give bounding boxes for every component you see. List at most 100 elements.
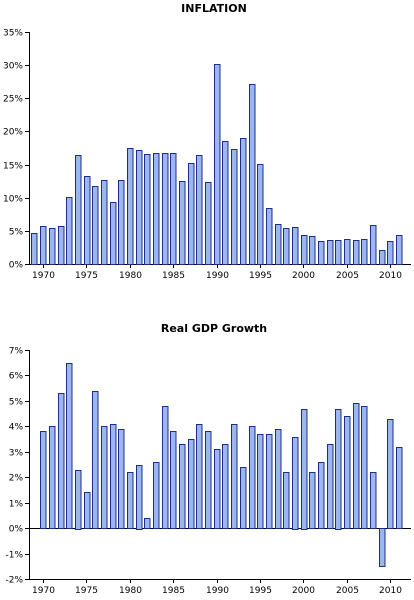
bar-1975 bbox=[84, 176, 91, 265]
bar-2008 bbox=[370, 225, 377, 265]
bar-1984 bbox=[162, 406, 169, 529]
y-tick-label: 10% bbox=[3, 195, 23, 205]
bar-1993 bbox=[240, 467, 247, 529]
bar-1986 bbox=[179, 444, 186, 529]
y-tick-label: 3% bbox=[9, 449, 24, 459]
x-tick-label: 1970 bbox=[32, 271, 55, 281]
bar-2010 bbox=[387, 241, 394, 265]
bar-1971 bbox=[49, 426, 56, 529]
bar-1992 bbox=[231, 149, 238, 265]
x-tick-label: 2000 bbox=[292, 271, 315, 281]
bar-1988 bbox=[196, 155, 203, 265]
bar-2004 bbox=[335, 240, 342, 265]
bar-2011 bbox=[396, 235, 403, 265]
bar-2001 bbox=[309, 236, 316, 265]
bar-1972 bbox=[58, 226, 65, 265]
bar-1992 bbox=[231, 424, 238, 529]
bar-2002 bbox=[318, 241, 325, 265]
bar-1994 bbox=[249, 84, 256, 265]
bar-1970 bbox=[40, 226, 47, 265]
bar-2000 bbox=[301, 235, 308, 265]
y-tick-label: 4% bbox=[9, 423, 24, 433]
bar-1977 bbox=[101, 426, 108, 529]
bar-1997 bbox=[275, 429, 282, 529]
x-tick-label: 1970 bbox=[32, 586, 55, 596]
y-tick-label: -2% bbox=[5, 576, 23, 586]
inflation-chart: INFLATION 0% 5% 10% 15% 20% 25% 30% 35% 1970 1975… bbox=[3, 2, 411, 281]
bar-1987 bbox=[188, 163, 195, 265]
x-tick-label: 1980 bbox=[119, 271, 142, 281]
bar-2006 bbox=[353, 403, 360, 529]
bar-1974 bbox=[75, 470, 82, 530]
bar-1995 bbox=[257, 164, 264, 265]
bar-2008 bbox=[370, 472, 377, 529]
bar-1995 bbox=[257, 434, 264, 529]
bar-1991 bbox=[222, 141, 229, 265]
bar-1997 bbox=[275, 224, 282, 265]
bar-1975 bbox=[84, 492, 91, 529]
bar-1973 bbox=[66, 363, 73, 529]
bar-1977 bbox=[101, 180, 108, 265]
bar-1996 bbox=[266, 208, 273, 265]
bar-1985 bbox=[170, 431, 177, 529]
x-tick-label: 2010 bbox=[379, 586, 402, 596]
bar-1970 bbox=[40, 431, 47, 529]
bar-1979 bbox=[118, 429, 125, 529]
y-tick-label: 6% bbox=[9, 372, 24, 382]
bar-1973 bbox=[66, 197, 73, 265]
bar-1972 bbox=[58, 393, 65, 529]
y-tick-label: 15% bbox=[3, 162, 23, 172]
x-tick-label: 1995 bbox=[249, 586, 272, 596]
y-tick-label: 1% bbox=[9, 500, 24, 510]
x-tick-label: 2000 bbox=[292, 586, 315, 596]
bar-1969 bbox=[31, 233, 38, 265]
bar-1980 bbox=[127, 472, 134, 529]
bar-2005 bbox=[344, 416, 351, 529]
bar-2001 bbox=[309, 472, 316, 529]
y-tick-label: 35% bbox=[3, 29, 23, 39]
bar-2000 bbox=[301, 409, 308, 530]
gdp-growth-chart: Real GDP Growth -2% -1% 0% 1% 2% 3% 4% 5% 6% 7% 19… bbox=[5, 322, 411, 596]
bar-1998 bbox=[283, 472, 290, 529]
x-tick-label: 2005 bbox=[336, 586, 359, 596]
y-tick-label: 20% bbox=[3, 128, 23, 138]
bar-2003 bbox=[327, 240, 334, 265]
bar-1989 bbox=[205, 431, 212, 529]
bar-1984 bbox=[162, 153, 169, 265]
bar-2007 bbox=[361, 239, 368, 265]
bar-1996 bbox=[266, 434, 273, 529]
bar-1982 bbox=[144, 518, 151, 529]
x-tick-label: 1980 bbox=[119, 586, 142, 596]
bar-1980 bbox=[127, 148, 134, 265]
bar-1983 bbox=[153, 153, 160, 265]
bar-1989 bbox=[205, 182, 212, 265]
x-tick-label: 1975 bbox=[75, 271, 98, 281]
bar-2004 bbox=[335, 409, 342, 530]
chart-title: INFLATION bbox=[181, 2, 247, 15]
x-tick-label: 2005 bbox=[336, 271, 359, 281]
y-tick-label: -1% bbox=[5, 551, 23, 561]
bar-1982 bbox=[144, 154, 151, 265]
bar-1978 bbox=[110, 202, 117, 265]
bar-1987 bbox=[188, 439, 195, 529]
y-tick-label: 7% bbox=[9, 347, 24, 357]
x-tick-label: 1985 bbox=[162, 586, 185, 596]
bar-1981 bbox=[136, 465, 143, 530]
bar-2011 bbox=[396, 447, 403, 529]
bar-1998 bbox=[283, 228, 290, 265]
bar-1978 bbox=[110, 424, 117, 529]
bar-1974 bbox=[75, 155, 82, 265]
y-tick-label: 0% bbox=[9, 261, 24, 271]
y-tick-label: 5% bbox=[9, 398, 24, 408]
bar-1999 bbox=[292, 437, 299, 530]
bar-1971 bbox=[49, 228, 56, 265]
bar-1994 bbox=[249, 426, 256, 529]
bar-2003 bbox=[327, 444, 334, 529]
bar-1985 bbox=[170, 153, 177, 265]
x-tick-label: 1985 bbox=[162, 271, 185, 281]
y-tick-label: 5% bbox=[9, 228, 24, 238]
bar-1976 bbox=[92, 391, 99, 529]
y-tick-label: 2% bbox=[9, 474, 24, 484]
y-tick-label: 25% bbox=[3, 95, 23, 105]
